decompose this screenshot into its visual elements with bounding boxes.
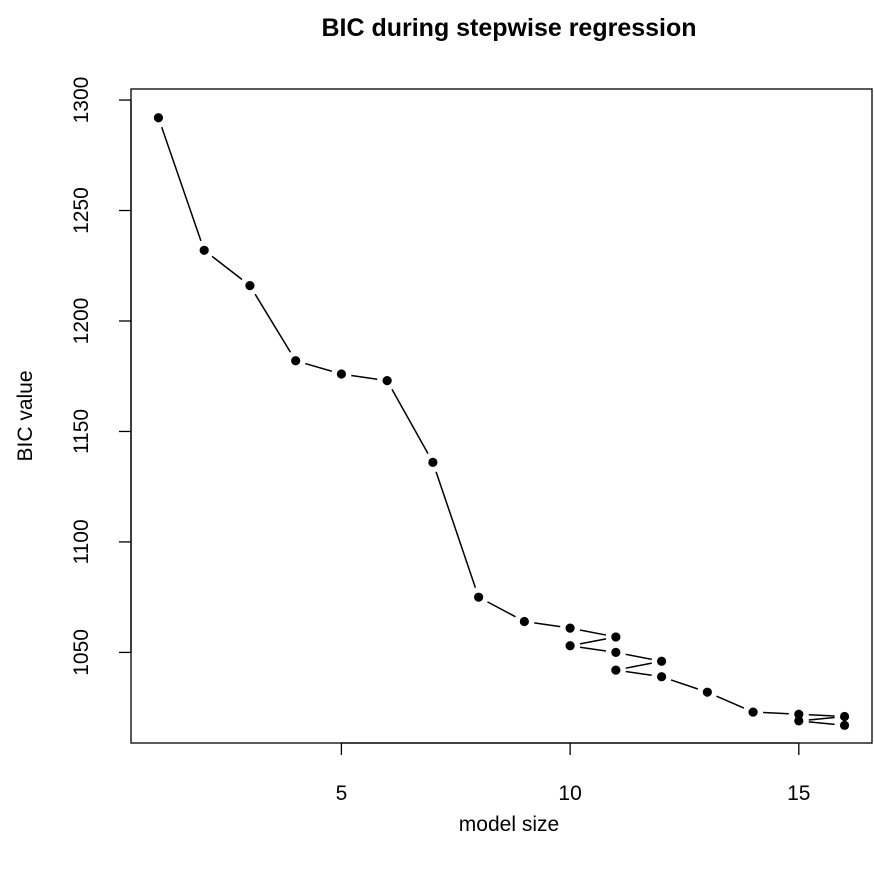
data-point [656,672,667,682]
y-tick-label: 1300 [70,77,93,124]
y-tick-label: 1050 [70,629,93,676]
x-tick-label: 10 [558,782,581,805]
series-line-segment [579,638,607,645]
series-line-segment [808,714,835,717]
data-point [702,687,712,697]
data-point [336,369,347,379]
y-tick-label: 1100 [70,519,93,564]
data-point [565,641,575,651]
series-lines [160,126,835,726]
x-axis-label: model size [459,813,559,836]
data-point [794,709,804,719]
data-point [245,281,255,291]
y-axis: 1050 1100 1150 1200 1250 1300 [70,77,132,676]
data-point [611,632,621,642]
data-point [519,616,529,627]
data-point [611,647,621,658]
x-tick-label: 15 [787,782,810,805]
chart-title: BIC during stepwise regression [321,14,696,42]
y-tick-label: 1200 [70,298,93,345]
series-line-segment [160,126,202,242]
series-line-segment [305,362,333,372]
series-line-segment [625,653,652,661]
data-point [839,711,850,722]
series-line-segment [579,629,607,636]
series-line-segment [625,670,652,677]
series-line-segment [254,293,292,353]
data-point [611,665,621,675]
series-line-segment [763,711,789,715]
series-line-segment [670,679,699,690]
series-points [153,113,850,730]
y-tick-label: 1150 [70,409,93,454]
data-point [428,457,438,467]
series-line-segment [391,389,429,455]
series-line-segment [351,374,378,380]
x-tick-label: 5 [336,782,348,805]
data-point [565,623,575,633]
series-line-segment [808,721,835,726]
series-line-segment [211,255,243,281]
data-point [153,113,164,123]
data-point [199,245,209,255]
x-axis: 5 10 15 [336,742,810,805]
series-line-segment [435,471,477,588]
y-axis-label: BIC value [14,370,37,461]
data-point [839,720,850,730]
data-point [794,716,804,726]
data-point [291,356,301,366]
data-point [748,707,758,717]
series-line-segment [487,601,516,618]
data-point [474,592,484,602]
data-point [382,376,392,386]
series-line-segment [625,662,652,669]
y-tick-label: 1250 [70,187,93,234]
series-line-segment [534,622,561,628]
data-point [656,656,667,666]
series-line-segment [808,716,835,721]
series-line-segment [579,646,607,652]
series-line-segment [716,695,745,709]
